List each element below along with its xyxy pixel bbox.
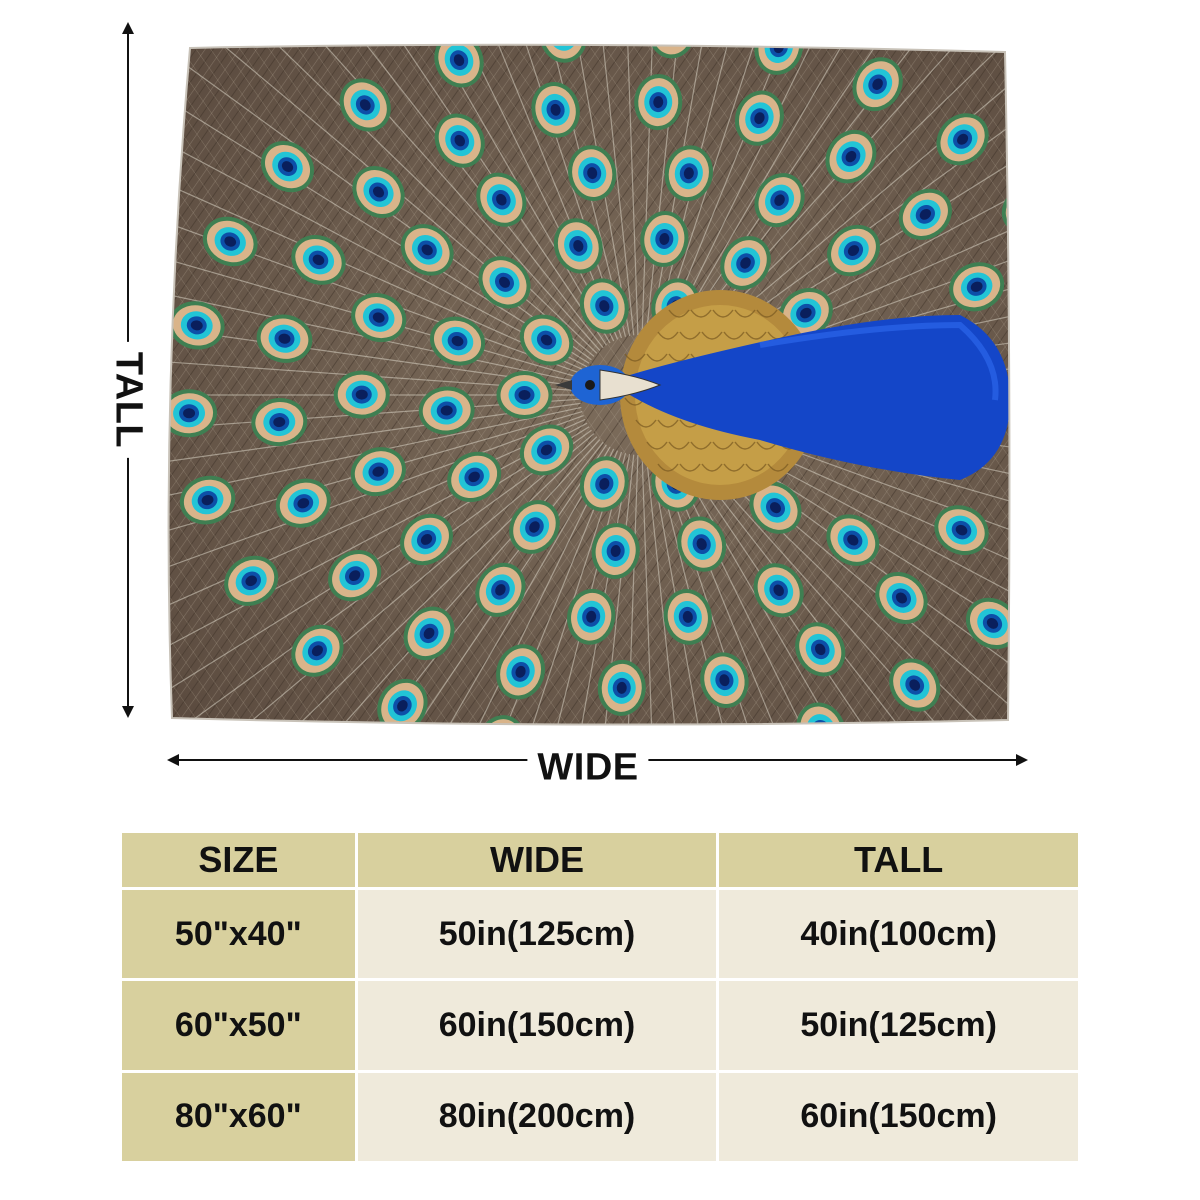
feather-eye [496,371,553,419]
feather-eye [333,370,390,419]
feather-eye [179,475,236,525]
feather-eye [640,211,689,267]
feather-eye [509,500,560,554]
feather-eye [418,386,475,435]
feather-eye [478,256,531,309]
feather-eye [852,57,903,112]
feather-eye [734,90,784,146]
feather-eye [934,505,989,556]
feather-eye [434,113,485,168]
feather-eye [403,606,455,661]
feather-eye [753,563,804,618]
feather-eye [889,658,941,712]
feather-eye [168,389,218,438]
table-row: 80"x60" 80in(200cm) 60in(150cm) [122,1072,1078,1161]
feather-eye [720,236,771,290]
wide-cell: 50in(125cm) [357,890,717,979]
feather-eye [351,293,407,343]
table-row: 60"x50" 60in(150cm) 50in(125cm) [122,981,1078,1070]
wide-cell: 80in(200cm) [357,1072,717,1161]
feather-eye [400,513,453,566]
feather-eye [256,314,313,363]
feather-eye [663,589,712,645]
feather-eye [795,622,846,677]
feather-eye [634,74,683,131]
feather-eye [949,262,1005,312]
feather-eye [664,145,713,202]
feather-eye [224,555,279,606]
feather-eye [579,278,629,334]
feather-eye [261,140,315,193]
peacock-head [555,365,662,405]
feather-eye [965,597,1010,650]
feather-eye [251,398,308,447]
feather-eye [429,316,486,366]
feather-eye [291,624,344,677]
feather-eye [519,314,574,366]
peacock-body [630,315,1010,480]
feather-eye [700,652,749,708]
header-wide: WIDE [357,833,717,887]
feather-eye [553,218,603,274]
tall-cell: 50in(125cm) [719,981,1078,1070]
feather-eye [567,588,616,645]
size-cell: 60"x50" [122,981,355,1070]
feather-eye [825,129,877,184]
feather-eye [591,523,640,579]
feather-eye [496,644,546,700]
feather-eye [754,173,805,228]
feather-eye [568,145,617,201]
wide-label: WIDE [527,746,649,790]
feather-eye [291,234,346,285]
size-cell: 80"x60" [122,1072,355,1161]
peacock-blanket-image [167,43,1011,726]
table-header-row: SIZE WIDE TALL [122,833,1078,887]
size-cell: 50"x40" [122,890,355,979]
feather-eye [275,478,331,528]
wide-cell: 60in(150cm) [357,981,717,1070]
feather-eye [377,678,428,725]
feather-eye [350,447,406,497]
feather-eye [519,424,574,476]
feather-eye [936,113,989,166]
header-size: SIZE [122,833,355,887]
feather-eye [434,44,484,88]
feather-eye [476,172,527,227]
feather-eye [875,571,928,624]
feather-eye [597,659,646,716]
feather-eye [826,514,880,566]
feather-eye [447,451,502,503]
feather-eye [339,78,391,132]
feather-eye [328,550,382,602]
feather-eye [400,224,454,276]
feather-eye [677,516,727,572]
feather-eye [749,481,802,534]
feather-eye [898,188,952,240]
feather-eye [778,287,833,339]
feather-eye [796,702,846,725]
feather-eye [531,82,580,138]
feather-eye [579,456,629,512]
feather-eye [539,44,588,63]
header-tall: TALL [719,833,1078,887]
tall-label: TALL [106,341,150,459]
tall-cell: 40in(100cm) [719,890,1078,979]
tall-cell: 60in(150cm) [719,1072,1078,1161]
table-row: 50"x40" 50in(125cm) 40in(100cm) [122,890,1078,979]
feather-eye [202,216,258,267]
feather-eye [827,224,880,277]
feather-eye [352,166,405,219]
feather-eye [168,301,225,350]
size-chart-table: SIZE WIDE TALL 50"x40" 50in(125cm) 40in(… [119,830,1081,1164]
feather-eye [475,562,526,617]
